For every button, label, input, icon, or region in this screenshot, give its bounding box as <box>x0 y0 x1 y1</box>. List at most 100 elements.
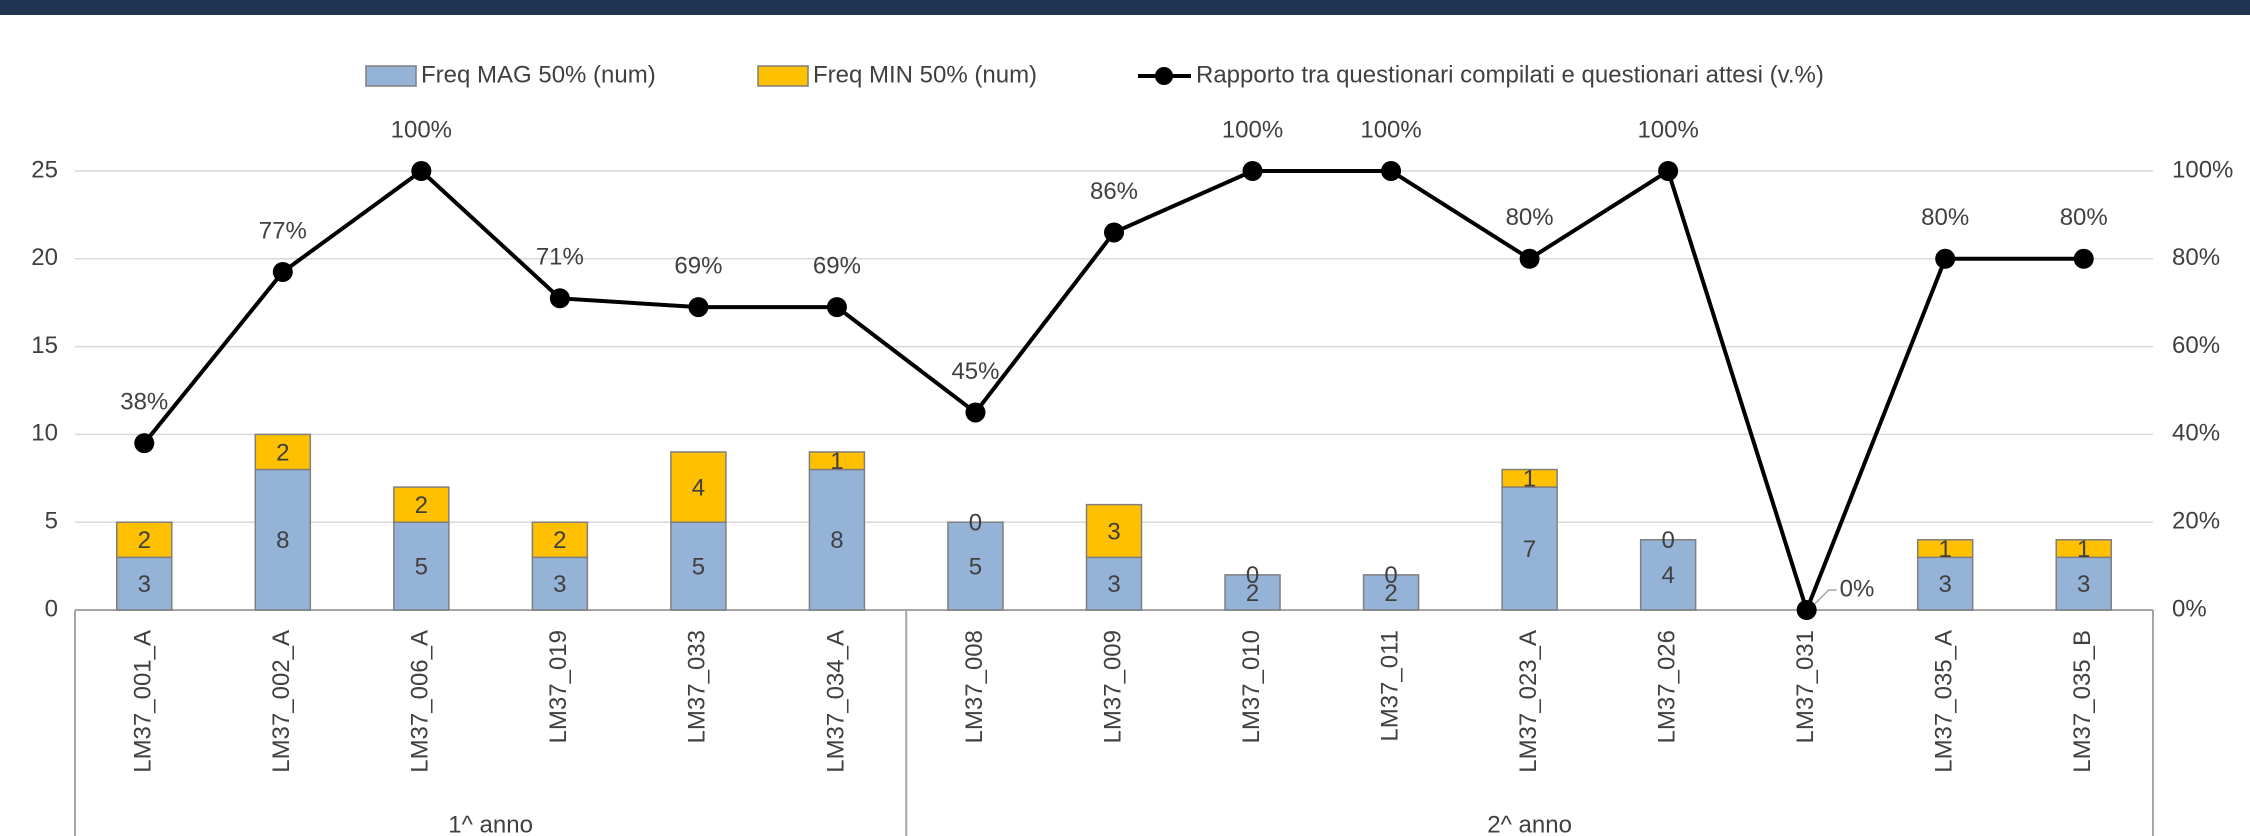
bar <box>1224 574 1281 611</box>
x-tick-label: LM37_026 <box>1653 630 1680 743</box>
y2-tick-label: 100% <box>2172 156 2233 183</box>
line-value-label: 80% <box>2060 204 2108 231</box>
bar <box>670 451 727 523</box>
y2-tick-label: 60% <box>2172 332 2220 359</box>
bar-value-label: 3 <box>1939 571 1952 598</box>
line-value-label: 80% <box>1921 204 1969 231</box>
y2-tick-label: 20% <box>2172 508 2220 535</box>
line-marker <box>688 297 709 318</box>
line-value-label: 100% <box>391 116 452 143</box>
x-tick-label: LM37_019 <box>545 630 572 743</box>
bar <box>1085 503 1143 559</box>
line-marker <box>1381 161 1402 181</box>
bar <box>531 521 589 559</box>
line-marker <box>1796 600 1817 620</box>
bar-value-label: 7 <box>1523 536 1536 563</box>
bar-value-label: 2 <box>415 492 428 519</box>
line-marker <box>411 161 432 181</box>
y-tick-label: 5 <box>45 508 58 535</box>
y-tick-label: 20 <box>31 244 58 271</box>
line-value-label: 38% <box>120 389 168 416</box>
line-value-label: 69% <box>813 252 861 279</box>
bar-value-label: 0 <box>1246 562 1259 589</box>
x-tick-label: LM37_002_A <box>268 630 295 773</box>
x-tick-label: LM37_008 <box>961 630 988 743</box>
bar-value-label: 2 <box>276 439 289 466</box>
line-value-label: 45% <box>951 358 999 385</box>
bar-value-label: 3 <box>1107 571 1120 598</box>
bar-value-label: 1 <box>1939 536 1952 563</box>
group-label: 2^ anno <box>1487 811 1572 836</box>
bar-value-label: 5 <box>415 553 428 580</box>
line-value-label: 69% <box>674 252 722 279</box>
legend-label: Freq MAG 50% (num) <box>421 61 656 88</box>
bar <box>1085 556 1143 611</box>
bar-value-label: 5 <box>692 553 705 580</box>
legend-swatch <box>757 65 809 87</box>
bar <box>1916 556 1974 611</box>
bar <box>116 521 173 559</box>
line-marker <box>1104 222 1124 243</box>
bar-value-label: 0 <box>969 510 982 537</box>
bar <box>2055 539 2112 559</box>
bar <box>1501 486 1558 611</box>
bar-value-label: 3 <box>1107 518 1120 545</box>
y-tick-label: 10 <box>31 420 58 447</box>
line-value-label: 0% <box>1840 575 1875 602</box>
bar <box>1639 539 1697 611</box>
x-tick-label: LM37_033 <box>684 630 711 743</box>
y2-tick-label: 80% <box>2172 244 2220 271</box>
bar-value-label: 2 <box>1246 580 1259 607</box>
line-marker <box>1935 248 1956 269</box>
leader-line <box>1814 589 1837 605</box>
bar-value-label: 1 <box>830 448 843 475</box>
bar-value-label: 5 <box>969 553 982 580</box>
bar-value-label: 4 <box>692 474 705 501</box>
line-marker <box>1242 161 1263 181</box>
line-value-label: 80% <box>1506 204 1554 231</box>
bar <box>1362 574 1420 611</box>
bar <box>808 451 866 471</box>
line-marker <box>1519 248 1540 269</box>
x-tick-label: LM37_023_A <box>1515 630 1542 773</box>
line-marker <box>826 297 847 318</box>
x-tick-label: LM37_001_A <box>130 630 157 773</box>
y-tick-label: 15 <box>31 332 58 359</box>
x-tick-label: LM37_031 <box>1792 630 1819 743</box>
line-value-label: 77% <box>259 217 307 244</box>
line-value-label: 100% <box>1360 116 1421 143</box>
legend-label: Freq MIN 50% (num) <box>813 61 1037 88</box>
bar <box>2055 556 2112 611</box>
top-band <box>0 0 2250 15</box>
x-tick-label: LM37_010 <box>1238 630 1265 743</box>
line-marker <box>134 433 155 454</box>
line-marker <box>272 261 293 282</box>
bar-value-label: 4 <box>1661 562 1674 589</box>
x-tick-label: LM37_009 <box>1099 630 1126 743</box>
bar-value-label: 3 <box>2077 571 2090 598</box>
y2-tick-label: 0% <box>2172 595 2207 622</box>
bar-value-label: 0 <box>1661 527 1674 554</box>
group-label: 1^ anno <box>448 811 533 836</box>
bar <box>254 433 312 471</box>
bar-value-label: 3 <box>138 571 151 598</box>
bar <box>393 486 450 523</box>
x-tick-label: LM37_035_B <box>2069 630 2096 773</box>
line-marker <box>549 288 570 309</box>
bar-value-label: 1 <box>2077 536 2090 563</box>
line-value-label: 86% <box>1090 178 1138 205</box>
bar-value-label: 2 <box>138 527 151 554</box>
y-tick-label: 25 <box>31 156 58 183</box>
line-value-label: 100% <box>1637 116 1698 143</box>
line-marker <box>965 402 986 423</box>
bar-value-label: 8 <box>830 527 843 554</box>
y-tick-label: 0 <box>45 595 58 622</box>
bar-value-label: 2 <box>553 527 566 554</box>
bar-value-label: 2 <box>1384 580 1397 607</box>
bar <box>254 468 312 611</box>
line-marker <box>2073 248 2094 269</box>
line-value-label: 100% <box>1222 116 1283 143</box>
y2-tick-label: 40% <box>2172 420 2220 447</box>
bar-value-label: 1 <box>1523 466 1536 493</box>
